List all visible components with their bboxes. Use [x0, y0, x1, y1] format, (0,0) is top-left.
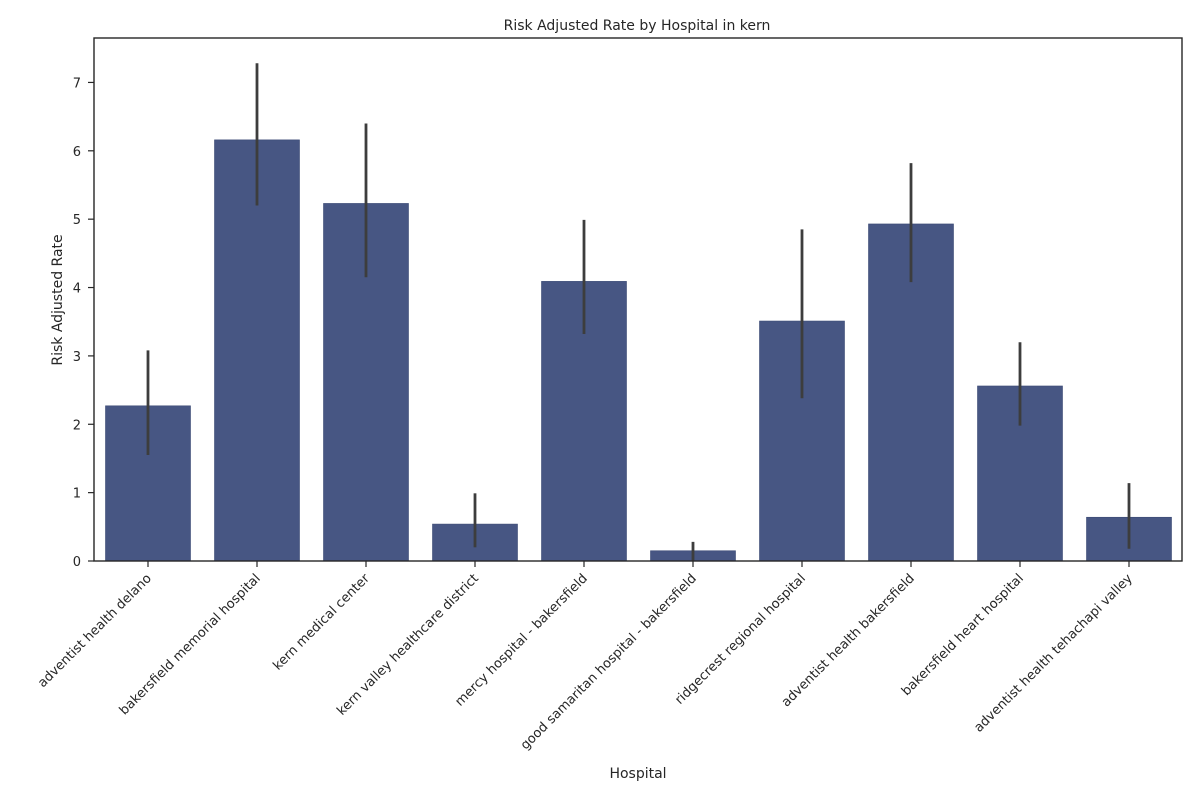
x-tick-label: good samaritan hospital - bakersfield — [518, 571, 700, 753]
error-bars-group — [146, 63, 1131, 561]
plot-frame — [93, 37, 1183, 562]
y-axis: 0 1 2 3 4 5 6 7 — [73, 76, 94, 570]
y-tick-label: 7 — [73, 76, 81, 91]
y-tick-label: 1 — [73, 487, 81, 502]
x-tick-label: adventist health bakersfield — [779, 571, 918, 710]
x-tick-label: ridgecrest regional hospital — [672, 571, 808, 707]
x-tick-label: mercy hospital - bakersfield — [453, 571, 591, 709]
chart-title: Risk Adjusted Rate by Hospital in kern — [504, 18, 771, 34]
y-tick-label: 5 — [73, 213, 81, 228]
y-tick-label: 0 — [73, 555, 81, 570]
y-tick-label: 4 — [73, 282, 81, 297]
x-tick-label: bakersfield heart hospital — [899, 571, 1027, 699]
y-tick-label: 6 — [73, 145, 81, 160]
bars-group — [105, 139, 1172, 562]
x-axis-label: Hospital — [609, 766, 666, 782]
y-tick-label: 3 — [73, 350, 81, 365]
x-tick-label: adventist health delano — [35, 571, 155, 691]
bar — [214, 139, 300, 562]
y-tick-label: 2 — [73, 418, 81, 433]
x-tick-label: kern medical center — [270, 571, 373, 674]
y-axis-label: Risk Adjusted Rate — [50, 234, 66, 365]
